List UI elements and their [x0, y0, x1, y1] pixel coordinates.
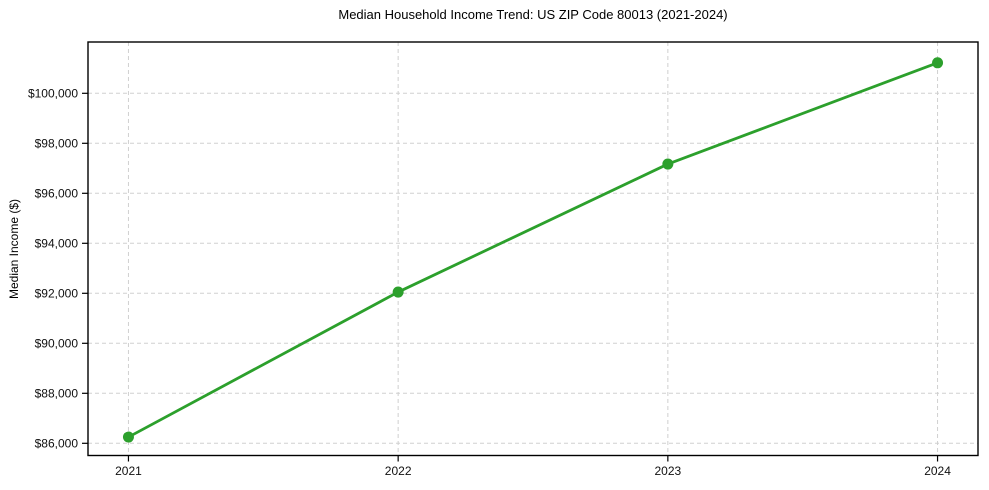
trend-line	[127, 61, 939, 439]
plot-border	[87, 41, 979, 457]
y-tick-label: $88,000	[35, 386, 79, 400]
chart-title: Median Household Income Trend: US ZIP Co…	[338, 7, 728, 22]
y-tick-label: $96,000	[35, 186, 79, 200]
data-point-2021	[122, 431, 134, 443]
x-tick-label: 2022	[385, 464, 412, 478]
y-tick-label: $98,000	[35, 136, 79, 150]
x-tick-label: 2023	[654, 464, 681, 478]
x-tick-label: 2021	[115, 464, 142, 478]
x-tick-label: 2024	[924, 464, 951, 478]
y-tick-label: $90,000	[35, 336, 79, 350]
y-tick-label: $94,000	[35, 236, 79, 250]
y-tick-label: $86,000	[35, 436, 79, 450]
data-point-2024	[932, 57, 944, 69]
y-tick-label: $92,000	[35, 286, 79, 300]
data-point-2023	[662, 158, 674, 170]
data-point-2022	[392, 286, 404, 298]
y-tick-label: $100,000	[28, 86, 78, 100]
